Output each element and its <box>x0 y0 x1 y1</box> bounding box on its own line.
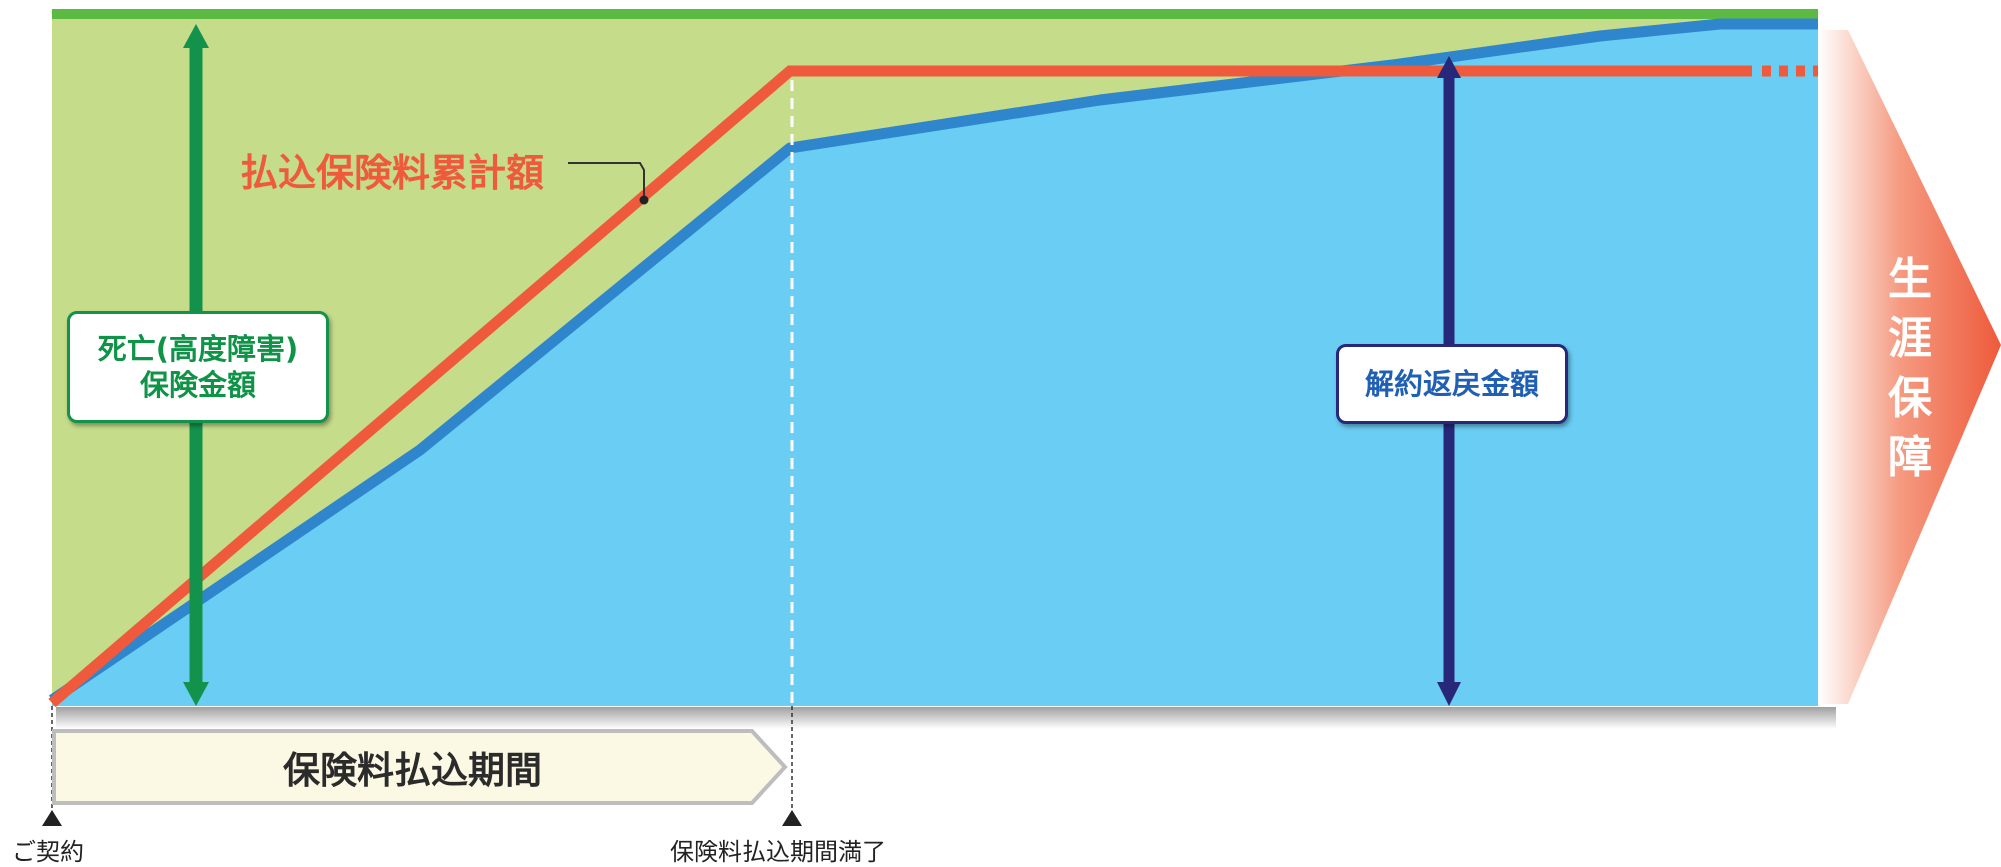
chart-shadow <box>56 707 1836 729</box>
surrender-value-label-box: 解約返戻金額 <box>1336 344 1568 424</box>
cumulative-premium-leader-dot <box>639 195 649 205</box>
lifetime-coverage-char: 保 <box>1888 372 1932 424</box>
death-benefit-label-line1: 死亡(高度障害) <box>97 331 299 366</box>
lifetime-coverage-char: 涯 <box>1888 313 1932 365</box>
lifetime-coverage-char: 生 <box>1888 254 1932 305</box>
death-benefit-line <box>52 9 1818 19</box>
cumulative-premium-leader <box>568 162 645 198</box>
lifetime-coverage-char: 障 <box>1888 432 1932 484</box>
lifetime-coverage-arrow <box>1818 30 2001 704</box>
surrender-value-area <box>52 24 1818 706</box>
death-benefit-label-line2: 保険金額 <box>139 368 256 402</box>
death-benefit-label-box: 死亡(高度障害) 保険金額 <box>67 311 329 423</box>
payment-end-marker <box>782 810 802 826</box>
payment-end-label: 保険料払込期間満了 <box>670 838 886 866</box>
payment-period-label: 保険料払込期間 <box>283 749 542 792</box>
contract-start-marker <box>42 810 62 826</box>
contract-start-label: ご契約 <box>12 838 84 866</box>
surrender-value-line <box>48 18 1818 705</box>
surrender-value-label: 解約返戻金額 <box>1364 366 1539 401</box>
lifetime-coverage-label: 生 涯 保 障 <box>1880 250 1940 488</box>
cumulative-premium-line <box>48 65 1752 708</box>
cumulative-premium-label: 払込保険料累計額 <box>240 151 545 195</box>
payment-period-bar <box>52 729 788 805</box>
